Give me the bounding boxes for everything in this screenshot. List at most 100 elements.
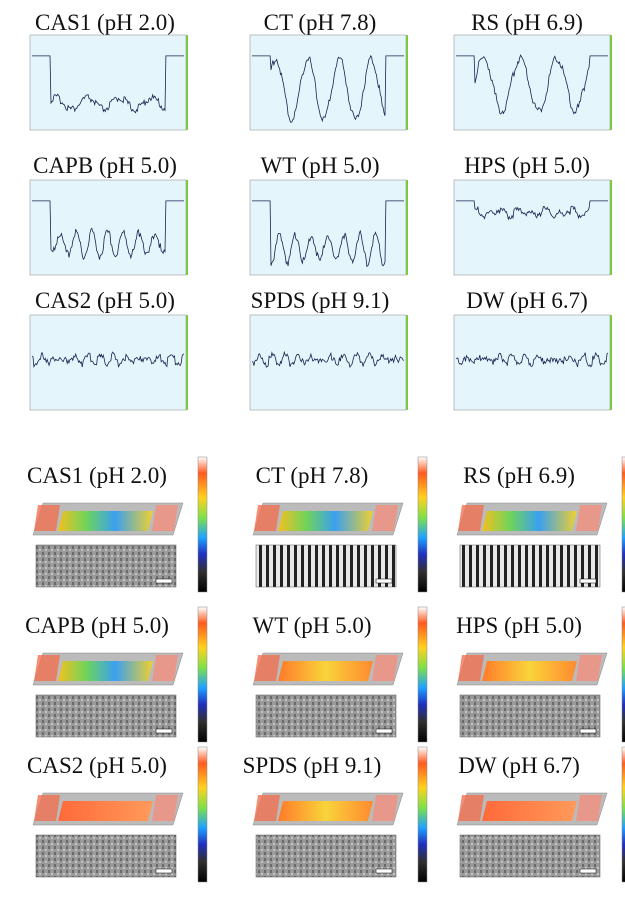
- plot-edge: [186, 180, 188, 275]
- color-bar: [417, 456, 428, 593]
- profile-trace: [252, 200, 404, 268]
- plot-edge: [186, 315, 188, 410]
- micrograph: [255, 834, 397, 878]
- color-bar: [197, 606, 208, 743]
- profile-trace: [455, 351, 609, 368]
- micrograph: [35, 694, 177, 738]
- plot-area: [29, 34, 187, 131]
- plot-edge: [406, 180, 408, 275]
- surface-end: [34, 655, 60, 681]
- panel-title: RS (pH 6.9): [471, 10, 583, 35]
- panel-title: CAS1 (pH 2.0): [27, 463, 167, 488]
- surface-end: [576, 505, 602, 531]
- panel-title: WT (pH 5.0): [252, 613, 371, 638]
- micrograph: [459, 694, 601, 738]
- profile-trace: [456, 200, 608, 221]
- profile-trace: [32, 55, 184, 114]
- color-bar: [621, 746, 625, 883]
- profile-trace: [251, 350, 405, 368]
- plot-area: [249, 34, 407, 131]
- scale-bar: [375, 728, 393, 734]
- surface-end: [34, 505, 60, 531]
- scale-bar: [579, 728, 597, 734]
- plot-area: [29, 314, 187, 411]
- panel-title: CT (pH 7.8): [256, 463, 369, 488]
- micrograph: [255, 544, 397, 588]
- surface-end: [254, 655, 280, 681]
- plot-area: [453, 314, 611, 411]
- panel-title: CAPB (pH 5.0): [33, 153, 177, 178]
- surface-end: [152, 505, 178, 531]
- surface: [482, 511, 577, 531]
- panel-title: DW (pH 6.7): [466, 288, 588, 313]
- color-bar: [621, 606, 625, 743]
- plot-area: [249, 314, 407, 411]
- panel-title: HPS (pH 5.0): [464, 153, 590, 178]
- surface-end: [254, 505, 280, 531]
- plot-edge: [186, 35, 188, 130]
- panel-title: RS (pH 6.9): [463, 463, 575, 488]
- scale-bar: [155, 868, 173, 874]
- surface-end: [576, 795, 602, 821]
- surface-end: [458, 655, 484, 681]
- surface-end: [254, 795, 280, 821]
- color-bar: [417, 606, 428, 743]
- scale-bar: [155, 578, 173, 584]
- plot-edge: [406, 315, 408, 410]
- panel-title: DW (pH 6.7): [458, 753, 580, 778]
- panel-title: HPS (pH 5.0): [456, 613, 582, 638]
- surface-end: [458, 795, 484, 821]
- micrograph: [459, 544, 601, 588]
- micrograph: [255, 694, 397, 738]
- surface-end: [372, 505, 398, 531]
- panel-title: CAS1 (pH 2.0): [35, 10, 175, 35]
- profile-trace: [31, 351, 185, 369]
- surface: [482, 661, 577, 681]
- plot-edge: [610, 35, 612, 130]
- panel-title: CAS2 (pH 5.0): [35, 288, 175, 313]
- plot-area: [453, 34, 611, 131]
- plot-area: [29, 179, 187, 276]
- plot-area: [453, 179, 611, 276]
- color-bar: [197, 456, 208, 593]
- surface-end: [372, 795, 398, 821]
- panel-title: SPDS (pH 9.1): [243, 753, 382, 778]
- panel-title: CT (pH 7.8): [264, 10, 377, 35]
- surface: [58, 511, 153, 531]
- plot-edge: [610, 180, 612, 275]
- surface: [278, 801, 373, 821]
- surface-end: [576, 655, 602, 681]
- profile-trace: [32, 200, 184, 261]
- scale-bar: [579, 868, 597, 874]
- micrograph: [35, 834, 177, 878]
- profile-trace: [456, 54, 608, 115]
- surface: [278, 511, 373, 531]
- surface-end: [152, 655, 178, 681]
- panel-title: CAPB (pH 5.0): [25, 613, 169, 638]
- color-bar: [197, 746, 208, 883]
- plot-edge: [610, 315, 612, 410]
- panel-title: CAS2 (pH 5.0): [27, 753, 167, 778]
- surface: [58, 801, 153, 821]
- scale-bar: [155, 728, 173, 734]
- surface-end: [34, 795, 60, 821]
- micrograph: [459, 834, 601, 878]
- panel-title: SPDS (pH 9.1): [251, 288, 390, 313]
- scale-bar: [579, 578, 597, 584]
- surface: [482, 801, 577, 821]
- panel-title: WT (pH 5.0): [260, 153, 379, 178]
- color-bar: [417, 746, 428, 883]
- plot-area: [249, 179, 407, 276]
- surface: [278, 661, 373, 681]
- scale-bar: [375, 578, 393, 584]
- scale-bar: [375, 868, 393, 874]
- surface-end: [152, 795, 178, 821]
- profile-trace: [252, 54, 404, 124]
- surface-end: [372, 655, 398, 681]
- micrograph: [35, 544, 177, 588]
- color-bar: [621, 456, 625, 593]
- plot-edge: [406, 35, 408, 130]
- surface-end: [458, 505, 484, 531]
- surface: [58, 661, 153, 681]
